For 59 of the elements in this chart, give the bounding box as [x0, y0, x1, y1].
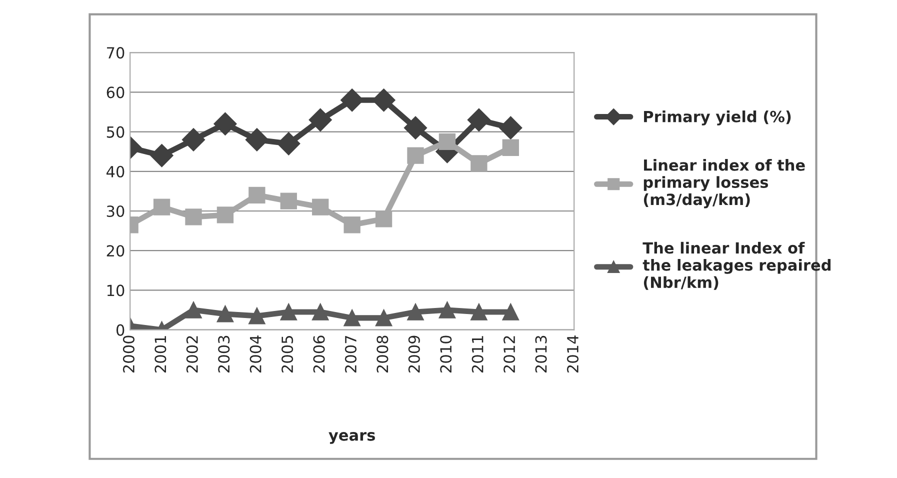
y-tick-label: 40 [106, 166, 124, 178]
x-axis-title: years [328, 432, 375, 444]
x-tick-label: 2000 [122, 336, 134, 372]
point [470, 155, 488, 172]
point [153, 198, 170, 216]
x-tick-label: 2006 [313, 336, 325, 372]
point [214, 112, 237, 136]
x-tick-label: 2007 [344, 336, 357, 372]
y-tick-label: 60 [106, 86, 124, 98]
point [216, 206, 234, 224]
point [467, 108, 490, 132]
point [470, 304, 488, 320]
point [502, 139, 519, 156]
point [185, 302, 202, 318]
point [344, 310, 360, 326]
point [344, 216, 360, 234]
point [407, 147, 424, 164]
point [308, 108, 332, 132]
point [502, 304, 519, 320]
point [248, 186, 266, 204]
point [280, 192, 297, 210]
y-tick-label: 20 [106, 245, 124, 257]
legend-label: Linear index of the primary losses (m3/day/km) [644, 159, 805, 208]
point [312, 304, 329, 320]
x-tick-label: 2003 [218, 336, 230, 372]
point [185, 208, 202, 226]
y-tick-label: 30 [106, 205, 124, 218]
x-tick-label: 2013 [535, 336, 547, 372]
x-tick-label: 2005 [282, 336, 294, 372]
y-tick-label: 70 [107, 47, 124, 59]
point [150, 144, 174, 168]
x-tick-label: 2008 [376, 336, 388, 372]
point [499, 116, 522, 140]
x-tick-label: 2004 [250, 336, 262, 372]
y-tick-label: 10 [107, 284, 124, 296]
legend-label: The linear Index of the leakages repaired (Nbr/km) [642, 242, 831, 290]
point [404, 116, 427, 140]
legend-label: Primary yield (%) [644, 110, 791, 126]
point [277, 132, 300, 156]
x-tick-label: 2002 [186, 336, 198, 372]
point [407, 304, 424, 320]
x-tick-label: 2014 [566, 336, 579, 372]
x-tick-label: 2001 [154, 336, 166, 372]
point [375, 310, 392, 326]
point [245, 128, 268, 152]
x-tick-label: 2010 [440, 336, 452, 372]
point [280, 304, 297, 320]
x-tick-label: 2009 [408, 336, 420, 372]
y-tick-label: 0 [116, 324, 124, 336]
point [438, 302, 456, 318]
point [438, 133, 456, 150]
point [182, 128, 205, 152]
point [248, 308, 266, 324]
point [216, 306, 234, 322]
x-tick-label: 2011 [472, 336, 484, 372]
point [312, 198, 329, 216]
x-tick-label: 2012 [504, 336, 516, 372]
y-tick-label: 50 [106, 126, 124, 138]
point [375, 210, 392, 228]
